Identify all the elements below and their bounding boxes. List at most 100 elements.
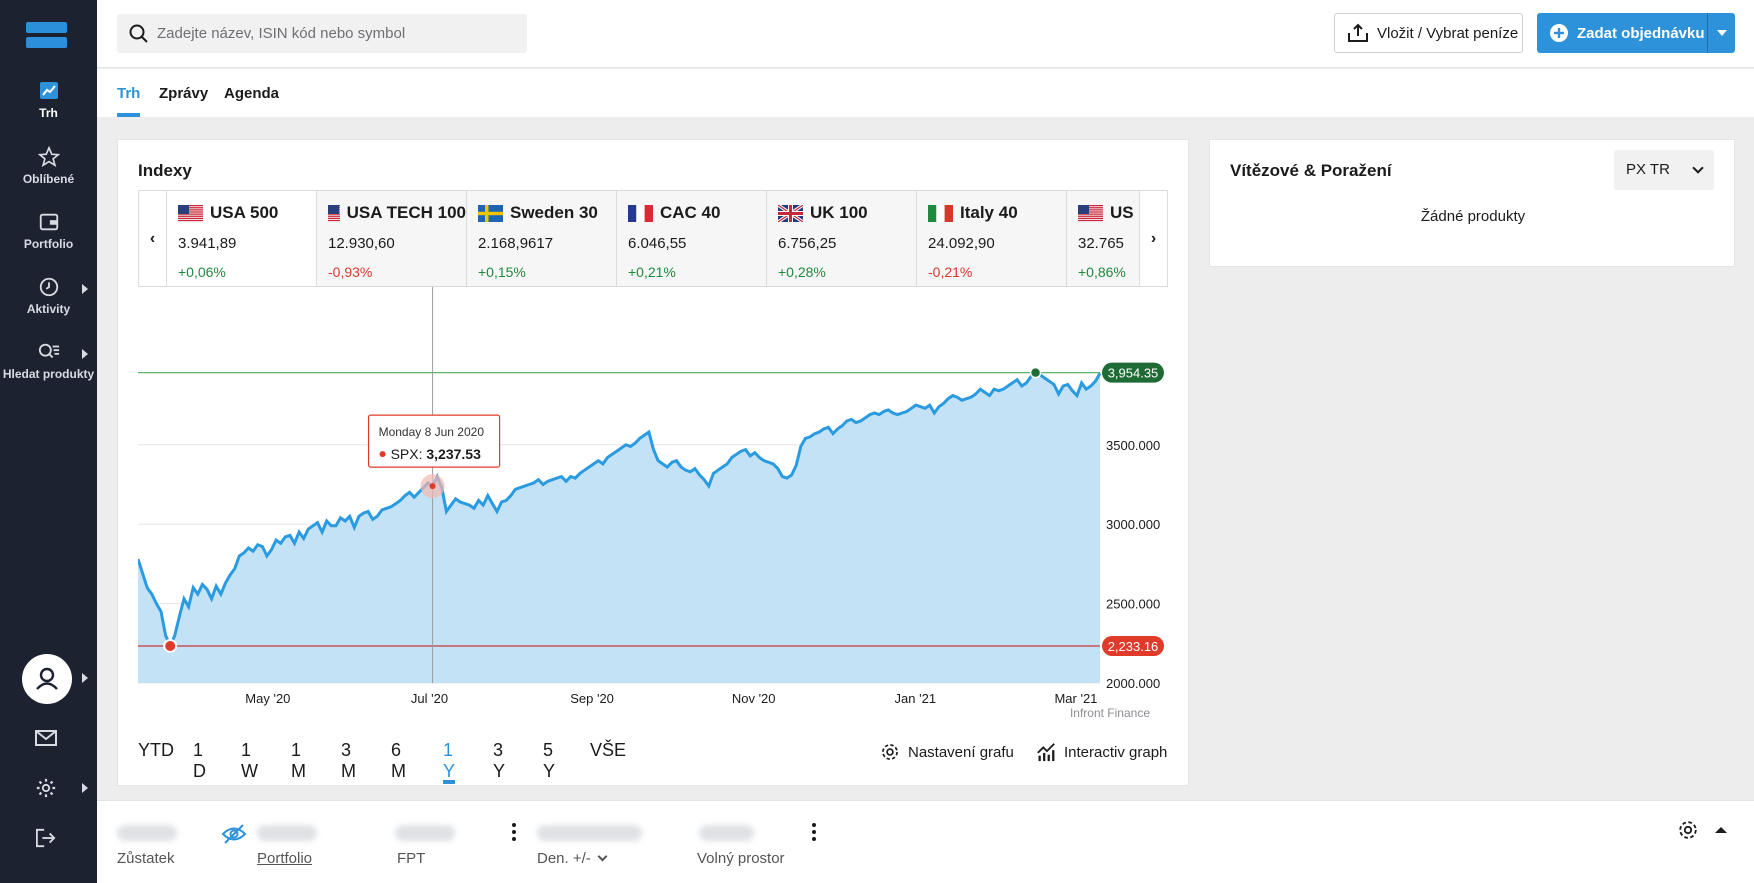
- ticker-name-text: USA TECH 100: [346, 203, 466, 222]
- footer-label-daily-change[interactable]: Den. +/-: [537, 850, 608, 867]
- place-order-button[interactable]: Zadat objednávku: [1537, 13, 1735, 53]
- indexy-title: Indexy: [138, 161, 192, 180]
- tooltip-value: SPX: 3,237.53: [391, 446, 482, 462]
- footer-label-portfolio[interactable]: Portfolio: [257, 850, 313, 867]
- order-dropdown-toggle[interactable]: [1707, 13, 1735, 53]
- sidebar-item-portfolio[interactable]: Portfolio: [0, 211, 97, 251]
- ticker-name: USA 500: [178, 203, 316, 223]
- x-tick-label: Jul '20: [411, 691, 448, 706]
- gear-icon[interactable]: [35, 777, 57, 799]
- period-3-m[interactable]: 3 M: [341, 740, 356, 781]
- expand-arrow-icon: [82, 284, 88, 294]
- mail-icon[interactable]: [35, 729, 57, 747]
- ticker-card[interactable]: USA 500 3.941,89 +0,06%: [167, 191, 317, 286]
- fpt-more-icon[interactable]: [512, 823, 516, 844]
- main-tabs: Trh Zprávy Agenda: [97, 69, 1754, 117]
- period-3-y[interactable]: 3 Y: [493, 740, 506, 781]
- ticker-change: +0,06%: [178, 264, 226, 280]
- ticker-name: Italy 40: [928, 203, 1066, 223]
- transfer-icon: [1348, 23, 1368, 42]
- eye-off-icon[interactable]: [221, 823, 247, 845]
- tab-trh[interactable]: Trh: [117, 85, 141, 117]
- sidebar-item-label: Hledat produkty: [2, 367, 95, 381]
- sidebar: Trh Oblíbené Portfolio Aktivity Hledat p…: [0, 0, 97, 883]
- index-select[interactable]: PX TR: [1614, 150, 1714, 190]
- deposit-withdraw-button[interactable]: Vložit / Vybrat peníze: [1334, 13, 1523, 53]
- hover-point: [429, 483, 436, 490]
- period-1-y[interactable]: 1 Y: [443, 740, 456, 784]
- ticker-change: +0,86%: [1078, 264, 1126, 280]
- period-1-w[interactable]: 1 W: [241, 740, 258, 781]
- balance-value-hidden: [117, 825, 177, 841]
- ticker-card[interactable]: Italy 40 24.092,90 -0,21%: [917, 191, 1067, 286]
- period-5-y[interactable]: 5 Y: [543, 740, 556, 781]
- search-list-icon: [38, 343, 59, 359]
- footer-label-balance: Zůstatek: [117, 850, 175, 867]
- sidebar-item-trh[interactable]: Trh: [0, 80, 97, 120]
- ticker-next-button[interactable]: ›: [1139, 191, 1167, 286]
- ticker-strip: ‹ USA 500 3.941,89 +0,06% USA TECH 100 12.93…: [138, 190, 1168, 287]
- ticker-change: +0,28%: [778, 264, 826, 280]
- user-menu-arrow-icon[interactable]: [82, 673, 88, 683]
- flag-uk-icon: [778, 204, 803, 222]
- expand-footer-icon[interactable]: [1715, 827, 1727, 833]
- search-box[interactable]: [117, 14, 527, 53]
- ticker-card[interactable]: CAC 40 6.046,55 +0,21%: [617, 191, 767, 286]
- index-chart[interactable]: 3500.000 3000.000 2500.000 2000.000 3,954.35…: [138, 287, 1168, 727]
- ticker-value: 6.046,55: [628, 235, 687, 252]
- period-1-m[interactable]: 1 M: [291, 740, 306, 781]
- tab-agenda[interactable]: Agenda: [224, 85, 280, 102]
- ticker-prev-button[interactable]: ‹: [139, 191, 167, 286]
- sidebar-item-label: Aktivity: [26, 302, 71, 316]
- series-line-spx: [138, 371, 1102, 650]
- ticker-name-text: UK 100: [810, 203, 868, 222]
- high-marker: [1029, 366, 1042, 379]
- fpt-value-hidden: [395, 825, 455, 841]
- place-order-label: Zadat objednávku: [1577, 24, 1705, 42]
- sidebar-item-oblibene[interactable]: Oblíbené: [0, 146, 97, 186]
- period-6-m[interactable]: 6 M: [391, 740, 406, 781]
- gear-icon[interactable]: [1677, 819, 1699, 841]
- ticker-card[interactable]: US 32.765 +0,86%: [1067, 191, 1143, 286]
- ticker-card[interactable]: USA TECH 100 12.930,60 -0,93%: [317, 191, 467, 286]
- settings-menu-arrow-icon[interactable]: [82, 783, 88, 793]
- ticker-card[interactable]: Sweden 30 2.168,9617 +0,15%: [467, 191, 617, 286]
- low-marker: [163, 638, 178, 653]
- x-tick-label: May '20: [245, 691, 290, 706]
- tab-zpravy[interactable]: Zprávy: [159, 85, 209, 102]
- ticker-name-text: USA 500: [210, 203, 279, 222]
- ticker-value: 3.941,89: [178, 235, 237, 252]
- ticker-value: 6.756,25: [778, 235, 837, 252]
- logout-icon[interactable]: [35, 828, 57, 848]
- sidebar-item-label: Trh: [39, 106, 58, 120]
- flag-se-icon: [478, 204, 503, 222]
- sidebar-item-aktivity[interactable]: Aktivity: [0, 276, 97, 316]
- ticker-change: +0,15%: [478, 264, 526, 280]
- free-space-value-hidden: [699, 825, 754, 841]
- gear-icon: [882, 744, 898, 760]
- tooltip-date: Monday 8 Jun 2020: [379, 425, 485, 439]
- footer-label-fpt: FPT: [397, 850, 426, 867]
- deposit-withdraw-label: Vložit / Vybrat peníze: [1377, 24, 1519, 42]
- y-tick-label: 2500.000: [1106, 597, 1160, 612]
- search-input[interactable]: [157, 14, 517, 53]
- x-tick-label: Nov '20: [732, 691, 776, 706]
- interactive-graph-button[interactable]: Interactiv graph: [1036, 742, 1167, 762]
- empty-state-text: Žádné produkty: [1420, 208, 1526, 225]
- plus-circle-icon: [1550, 24, 1568, 42]
- chart-icon: [39, 82, 58, 99]
- x-tick-label: Sep '20: [570, 691, 614, 706]
- period-vše[interactable]: VŠE: [590, 740, 627, 760]
- free-space-more-icon[interactable]: [812, 823, 816, 844]
- sidebar-item-hledat-produkty[interactable]: Hledat produkty: [0, 341, 97, 381]
- ticker-card[interactable]: UK 100 6.756,25 +0,28%: [767, 191, 917, 286]
- chart-settings-button[interactable]: Nastavení grafu: [880, 742, 1014, 762]
- menu-logo-icon[interactable]: [26, 22, 67, 48]
- ticker-change: +0,21%: [628, 264, 676, 280]
- flag-it-icon: [928, 204, 953, 222]
- top-bar: Vložit / Vybrat peníze Zadat objednávku: [97, 0, 1754, 68]
- clock-icon: [39, 277, 58, 297]
- period-1-d[interactable]: 1 D: [193, 740, 206, 781]
- avatar[interactable]: [22, 654, 72, 704]
- period-ytd[interactable]: YTD: [138, 740, 174, 760]
